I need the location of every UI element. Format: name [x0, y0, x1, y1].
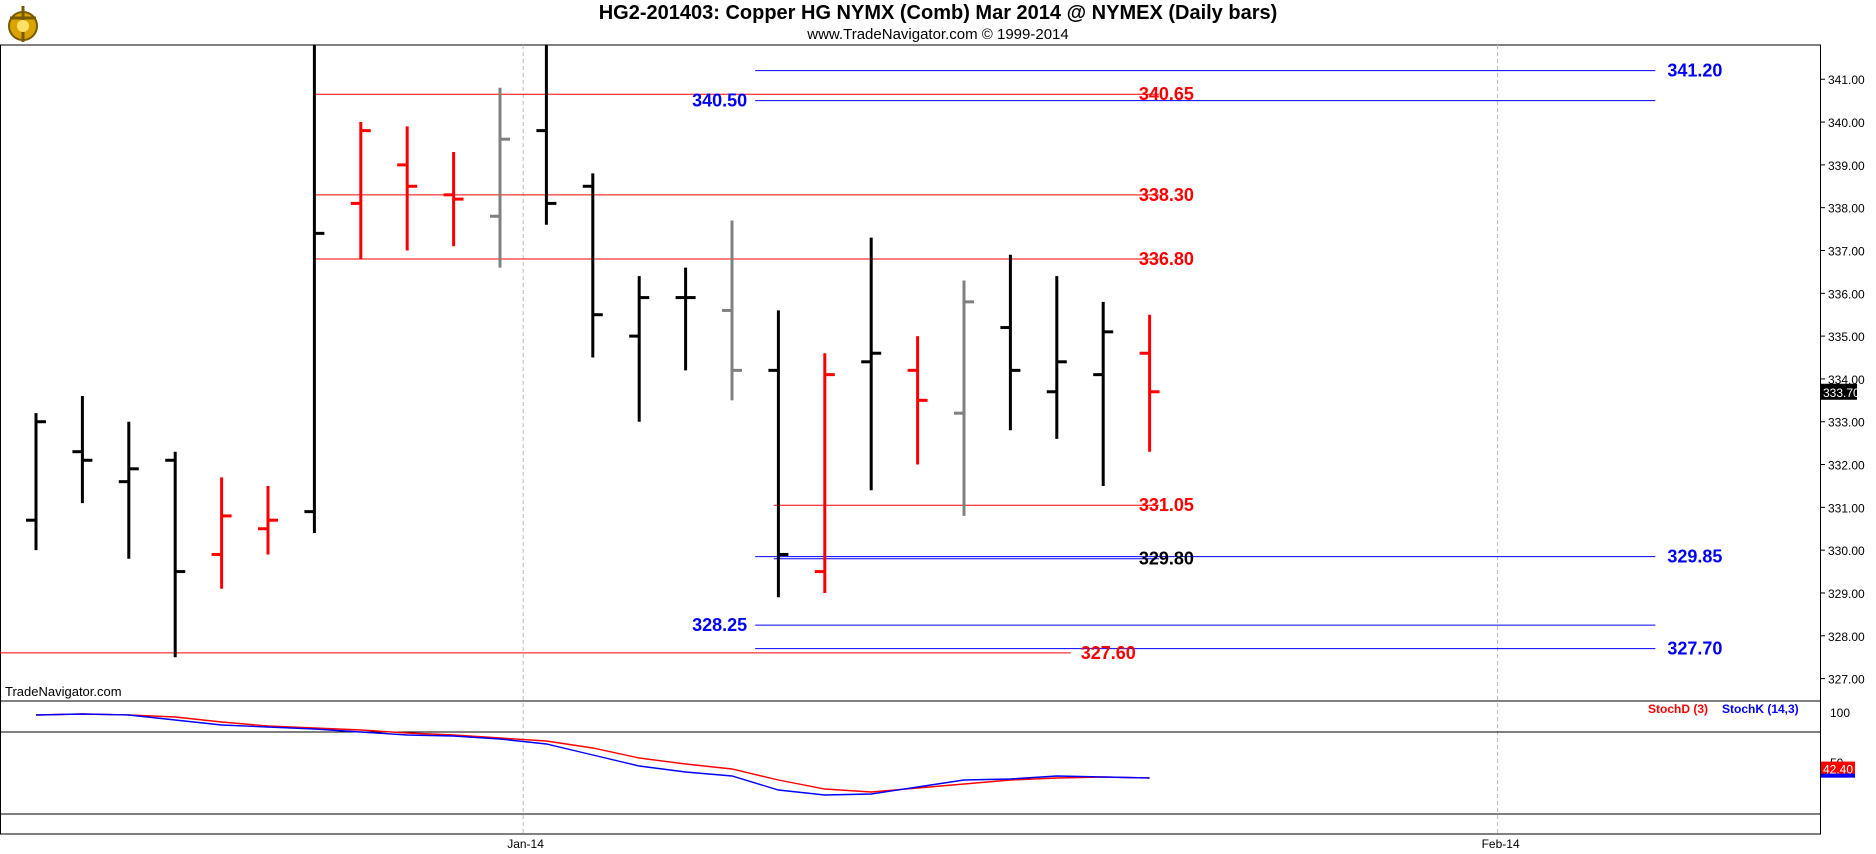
level-label: 338.30: [1139, 185, 1194, 205]
level-label: 327.60: [1081, 643, 1136, 663]
ohlc-bar: [1093, 301, 1114, 486]
level-label: 336.80: [1139, 249, 1194, 269]
plot-frame: [0, 44, 1821, 835]
ohlc-bar: [72, 396, 93, 504]
last-price-box: [1821, 383, 1857, 400]
ohlc-bar: [814, 353, 835, 593]
ohlc-bar: [1046, 276, 1067, 439]
y-tick-label: 341.00: [1828, 73, 1865, 87]
ohlc-bar: [1000, 254, 1021, 431]
y-tick-label: 339.00: [1828, 159, 1865, 173]
ohlc-bar: [954, 280, 974, 516]
bars-group: [26, 45, 1160, 658]
watermark: TradeNavigator.com: [5, 684, 122, 699]
y-tick-label: 340.00: [1828, 116, 1865, 130]
level-label: 340.50: [692, 91, 747, 111]
ohlc-bar: [211, 477, 232, 589]
level-label: 340.65: [1139, 84, 1194, 104]
ohlc-bar: [861, 237, 882, 491]
y-tick-label: 338.00: [1828, 202, 1865, 216]
stoch-line-k: [35, 713, 1150, 796]
level-label: 327.70: [1667, 639, 1722, 659]
ohlc-bar: [768, 310, 789, 598]
y-tick-label: 332.00: [1828, 459, 1865, 473]
chart-title: HG2-201403: Copper HG NYMX (Comb) Mar 20…: [598, 2, 1278, 24]
ohlc-bar: [1139, 314, 1160, 452]
ohlc-bar: [165, 451, 186, 658]
x-tick-label: Feb-14: [1482, 837, 1520, 851]
last-price-label: 333.70: [1823, 386, 1860, 400]
y-tick-label: 336.00: [1828, 287, 1865, 301]
y-tick-label: 334.00: [1828, 373, 1865, 387]
y-tick-label: 329.00: [1828, 587, 1865, 601]
ohlc-bar: [258, 485, 278, 555]
level-label: 329.80: [1139, 549, 1194, 569]
y-tick-label: 335.00: [1828, 330, 1865, 344]
ohlc-bar: [350, 122, 371, 260]
trade-navigator-logo: [2, 2, 44, 44]
ohlc-bar: [26, 413, 46, 551]
y-tick-label: 337.00: [1828, 244, 1865, 258]
y-tick-label: 327.00: [1828, 673, 1865, 687]
ohlc-bar: [118, 421, 139, 559]
level-label: 341.20: [1667, 61, 1722, 81]
y-tick-label: 328.00: [1828, 630, 1865, 644]
x-tick-label: Jan-14: [507, 837, 544, 851]
level-label: 329.85: [1667, 547, 1722, 567]
stoch-last-label: 42.40: [1823, 763, 1853, 777]
ohlc-bar: [443, 152, 464, 247]
levels-group: [0, 70, 1656, 654]
ohlc-bar: [536, 45, 557, 225]
stoch-legend-d: StochD (3): [1648, 702, 1708, 716]
stoch-legend-k: StochK (14,3): [1722, 702, 1799, 716]
stoch-y-tick-label: 100: [1830, 706, 1850, 720]
level-label: 331.05: [1139, 495, 1194, 515]
ohlc-bar: [304, 45, 325, 534]
ohlc-bar: [675, 267, 696, 371]
ohlc-bar: [907, 336, 928, 465]
y-tick-label: 330.00: [1828, 544, 1865, 558]
ohlc-bar: [490, 87, 510, 268]
stoch-last-box-k: [1821, 773, 1855, 778]
ohlc-bar: [397, 126, 418, 251]
chart-subtitle: www.TradeNavigator.com © 1999-2014: [807, 26, 1069, 43]
stoch-line-d: [35, 713, 1150, 793]
y-tick-label: 331.00: [1828, 501, 1865, 515]
ohlc-bar: [722, 220, 742, 401]
ohlc-bar: [629, 276, 650, 422]
ohlc-bar: [582, 173, 603, 358]
level-label: 328.25: [692, 615, 747, 635]
y-tick-label: 333.00: [1828, 416, 1865, 430]
